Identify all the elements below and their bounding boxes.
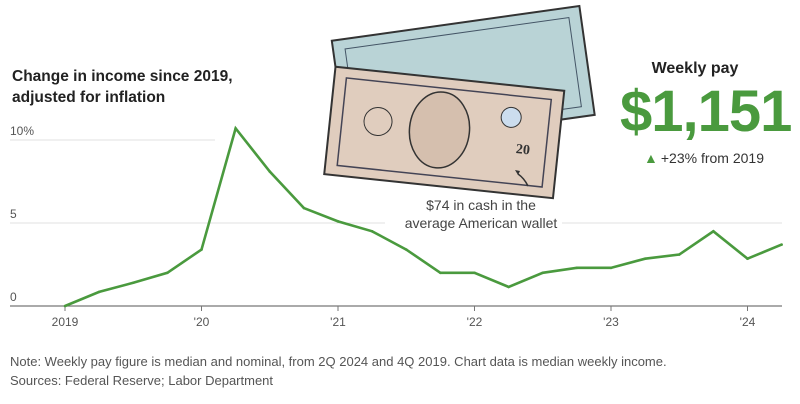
cash-annotation: $74 in cash in the average American wall…	[396, 196, 566, 232]
data-point	[575, 266, 579, 270]
x-tick-label: '21	[330, 315, 346, 329]
chart-title: Change in income since 2019, adjusted fo…	[12, 66, 233, 108]
data-point	[200, 248, 203, 251]
data-point	[609, 266, 613, 270]
series-line	[64, 125, 783, 308]
data-point	[370, 230, 374, 233]
note-text: Note: Weekly pay figure is median and no…	[10, 354, 667, 369]
y-tick-label: 10%	[10, 124, 34, 138]
data-point	[268, 170, 272, 173]
arrow-icon	[517, 173, 529, 187]
data-point	[677, 253, 681, 256]
data-point	[712, 230, 715, 233]
x-tick-label: '22	[467, 315, 483, 329]
data-point	[336, 220, 340, 223]
cash-illustration: 20	[323, 4, 596, 200]
data-point	[507, 285, 510, 289]
data-point	[234, 127, 237, 130]
footnote: Note: Weekly pay figure is median and no…	[10, 352, 667, 390]
x-tick-label: '23	[603, 315, 619, 329]
y-tick-label: 0	[10, 290, 17, 304]
data-point	[541, 271, 545, 275]
title-line-1: Change in income since 2019,	[12, 68, 233, 85]
x-tick-label: '20	[194, 315, 210, 329]
sources-text: Sources: Federal Reserve; Labor Departme…	[10, 373, 274, 388]
title-line-2: adjusted for inflation	[12, 89, 166, 106]
y-tick-label: 5	[10, 207, 17, 221]
data-point	[302, 206, 306, 210]
up-triangle-icon: ▲	[644, 150, 658, 166]
data-point	[439, 271, 442, 275]
x-tick-label: 2019	[52, 315, 79, 329]
weekly-pay-value: $1,151	[620, 79, 792, 144]
data-point	[131, 281, 135, 285]
data-point	[404, 248, 408, 251]
weekly-pay-label: Weekly pay	[651, 60, 739, 77]
data-point	[473, 271, 476, 275]
annotation-line-2: average American wallet	[404, 215, 558, 231]
data-point	[166, 271, 169, 275]
data-point	[63, 304, 67, 308]
x-tick-label: '24	[740, 315, 756, 329]
data-point	[643, 257, 647, 260]
annotation-line-1: $74 in cash in the	[426, 197, 536, 213]
weekly-pay-change: ▲ +23% from 2019	[644, 150, 764, 166]
data-point	[780, 243, 783, 246]
svg-text:20: 20	[515, 142, 530, 158]
change-text: +23% from 2019	[660, 150, 764, 166]
data-point	[97, 290, 101, 294]
data-point	[746, 257, 749, 260]
